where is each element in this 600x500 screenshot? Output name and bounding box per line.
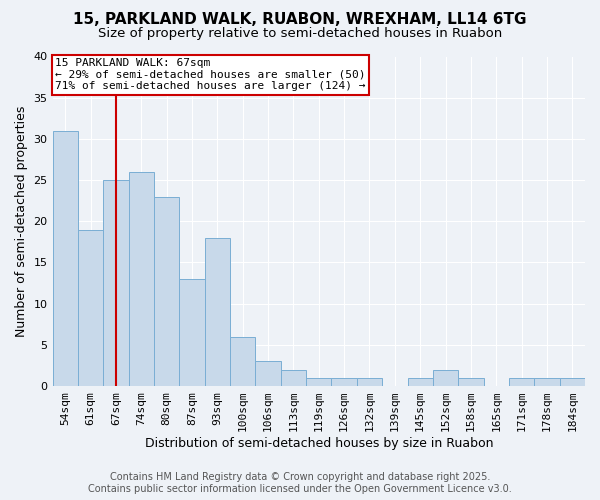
Text: 15, PARKLAND WALK, RUABON, WREXHAM, LL14 6TG: 15, PARKLAND WALK, RUABON, WREXHAM, LL14… bbox=[73, 12, 527, 28]
Bar bbox=[128, 172, 154, 386]
Bar bbox=[179, 279, 205, 386]
X-axis label: Distribution of semi-detached houses by size in Ruabon: Distribution of semi-detached houses by … bbox=[145, 437, 493, 450]
Bar bbox=[560, 378, 585, 386]
Y-axis label: Number of semi-detached properties: Number of semi-detached properties bbox=[15, 106, 28, 337]
Text: Contains HM Land Registry data © Crown copyright and database right 2025.
Contai: Contains HM Land Registry data © Crown c… bbox=[88, 472, 512, 494]
Bar bbox=[534, 378, 560, 386]
Bar bbox=[154, 196, 179, 386]
Bar bbox=[78, 230, 103, 386]
Bar bbox=[281, 370, 306, 386]
Text: 15 PARKLAND WALK: 67sqm
← 29% of semi-detached houses are smaller (50)
71% of se: 15 PARKLAND WALK: 67sqm ← 29% of semi-de… bbox=[55, 58, 365, 92]
Bar bbox=[433, 370, 458, 386]
Text: Size of property relative to semi-detached houses in Ruabon: Size of property relative to semi-detach… bbox=[98, 28, 502, 40]
Bar bbox=[103, 180, 128, 386]
Bar bbox=[458, 378, 484, 386]
Bar bbox=[230, 336, 256, 386]
Bar bbox=[53, 130, 78, 386]
Bar bbox=[509, 378, 534, 386]
Bar bbox=[205, 238, 230, 386]
Bar bbox=[357, 378, 382, 386]
Bar bbox=[256, 362, 281, 386]
Bar bbox=[407, 378, 433, 386]
Bar bbox=[331, 378, 357, 386]
Bar bbox=[306, 378, 331, 386]
